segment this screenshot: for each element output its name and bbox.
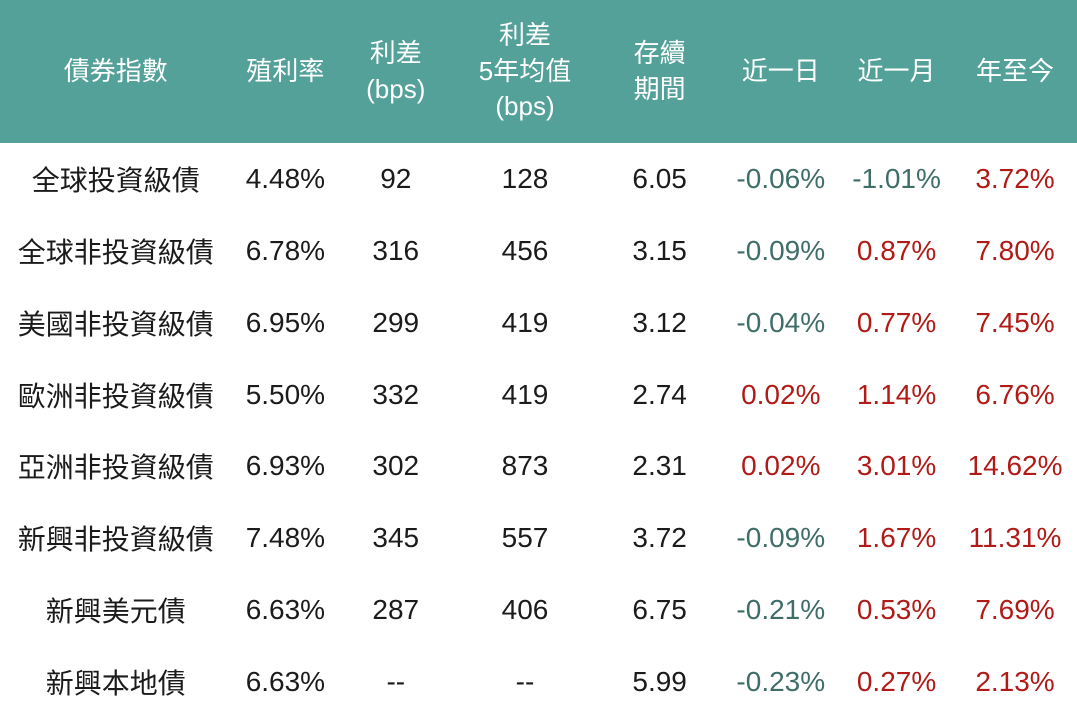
spread-bps-value: 287 [372,594,420,626]
bond-index-name: 歐洲非投資級債 [17,380,214,412]
col-header-spread-5y-avg: 利差 5年均值 (bps) [478,19,572,122]
duration-value: 2.31 [632,450,687,482]
spread-5y-avg-value: 456 [501,234,549,266]
bond-index-name: 新興本地債 [45,668,186,700]
table-row: 歐洲非投資級債 5.50% 332 419 2.74 0.02% 1.14% 6… [0,359,1077,431]
yield-value: 6.63% [245,594,326,626]
duration-value: 6.75 [632,594,687,626]
col-header-duration: 存續 期間 [633,37,686,104]
yield-value: 6.63% [245,666,326,698]
ytd-change-value: 3.72% [975,162,1055,194]
1d-change-value: 0.02% [741,450,821,482]
table-row: 新興美元債 6.63% 287 406 6.75 -0.21% 0.53% 7.… [0,574,1077,646]
spread-bps-value: 332 [372,378,420,410]
1d-change-value: -0.23% [736,666,826,698]
table-row: 亞洲非投資級債 6.93% 302 873 2.31 0.02% 3.01% 1… [0,431,1077,503]
col-header-yield: 殖利率 [246,55,325,86]
spread-bps-value: 299 [372,306,420,338]
table-header-row: 債券指數 殖利率 利差 (bps) 利差 5年均值 (bps) 存續 期間 近一… [0,0,1077,143]
spread-5y-avg-value: 406 [501,594,549,626]
table-row: 全球非投資級債 6.78% 316 456 3.15 -0.09% 0.87% … [0,215,1077,287]
1d-change-value: -0.09% [736,234,826,266]
spread-5y-avg-value: -- [515,666,535,698]
bond-index-name: 全球投資級債 [31,164,200,196]
bond-index-name: 全球非投資級債 [17,236,214,268]
yield-value: 6.95% [245,306,326,338]
col-header-1d-change: 近一日 [741,55,820,86]
1m-change-value: 0.53% [856,594,937,626]
ytd-change-value: 14.62% [967,450,1063,482]
spread-5y-avg-value: 419 [501,306,549,338]
table-row: 新興本地債 6.63% -- -- 5.99 -0.23% 0.27% 2.13… [0,646,1077,718]
1d-change-value: -0.09% [736,522,826,554]
bond-index-name: 美國非投資級債 [17,308,214,340]
table-row: 美國非投資級債 6.95% 299 419 3.12 -0.04% 0.77% … [0,287,1077,359]
yield-value: 7.48% [245,522,326,554]
duration-value: 3.15 [632,234,687,266]
ytd-change-value: 7.69% [975,594,1055,626]
table-row: 全球投資級債 4.48% 92 128 6.05 -0.06% -1.01% 3… [0,143,1077,215]
spread-bps-value: 316 [372,234,420,266]
duration-value: 5.99 [632,666,687,698]
1m-change-value: 0.27% [856,666,937,698]
spread-5y-avg-value: 873 [501,450,549,482]
col-header-1m-change: 近一月 [857,55,936,86]
table-row: 新興非投資級債 7.48% 345 557 3.72 -0.09% 1.67% … [0,502,1077,574]
yield-value: 5.50% [245,378,326,410]
spread-5y-avg-value: 557 [501,522,549,554]
1m-change-value: 0.77% [856,306,937,338]
duration-value: 3.12 [632,306,687,338]
1m-change-value: 0.87% [856,234,937,266]
bond-index-name: 亞洲非投資級債 [17,452,214,484]
1d-change-value: -0.04% [736,306,826,338]
col-header-ytd-change: 年至今 [976,55,1055,86]
ytd-change-value: 7.45% [975,306,1055,338]
1m-change-value: 1.67% [856,522,937,554]
1m-change-value: 3.01% [856,450,937,482]
table-body: 全球投資級債 4.48% 92 128 6.05 -0.06% -1.01% 3… [0,143,1077,718]
1m-change-value: 1.14% [856,378,937,410]
spread-bps-value: -- [386,666,406,698]
bond-index-name: 新興非投資級債 [17,524,214,556]
ytd-change-value: 11.31% [968,522,1062,554]
duration-value: 3.72 [632,522,687,554]
yield-value: 4.48% [245,162,326,194]
ytd-change-value: 2.13% [975,666,1055,698]
spread-5y-avg-value: 128 [501,162,549,194]
spread-5y-avg-value: 419 [501,378,549,410]
1d-change-value: 0.02% [741,378,821,410]
duration-value: 6.05 [632,162,687,194]
spread-bps-value: 92 [380,162,412,194]
bond-index-name: 新興美元債 [45,596,186,628]
1m-change-value: -1.01% [852,162,941,194]
yield-value: 6.78% [245,234,326,266]
yield-value: 6.93% [245,450,326,482]
duration-value: 2.74 [632,378,687,410]
col-header-bond-index: 債券指數 [63,55,168,86]
1d-change-value: -0.21% [736,594,826,626]
spread-bps-value: 302 [372,450,420,482]
ytd-change-value: 7.80% [975,234,1055,266]
ytd-change-value: 6.76% [975,378,1055,410]
1d-change-value: -0.06% [736,162,826,194]
col-header-spread-bps: 利差 (bps) [366,37,426,104]
spread-bps-value: 345 [372,522,420,554]
